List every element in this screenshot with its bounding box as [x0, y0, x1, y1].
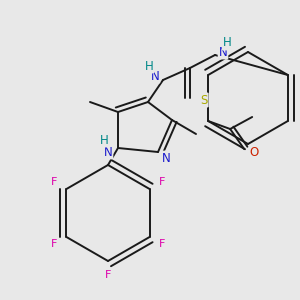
Text: S: S: [200, 94, 208, 106]
Text: H: H: [145, 59, 153, 73]
Text: N: N: [103, 146, 112, 158]
Text: F: F: [51, 239, 58, 249]
Text: F: F: [51, 177, 58, 187]
Text: O: O: [250, 146, 259, 160]
Text: F: F: [158, 177, 165, 187]
Text: N: N: [151, 70, 159, 83]
Text: F: F: [105, 270, 111, 280]
Text: F: F: [158, 239, 165, 249]
Text: N: N: [219, 46, 227, 59]
Text: N: N: [162, 152, 170, 164]
Text: H: H: [100, 134, 108, 146]
Text: H: H: [223, 37, 231, 50]
